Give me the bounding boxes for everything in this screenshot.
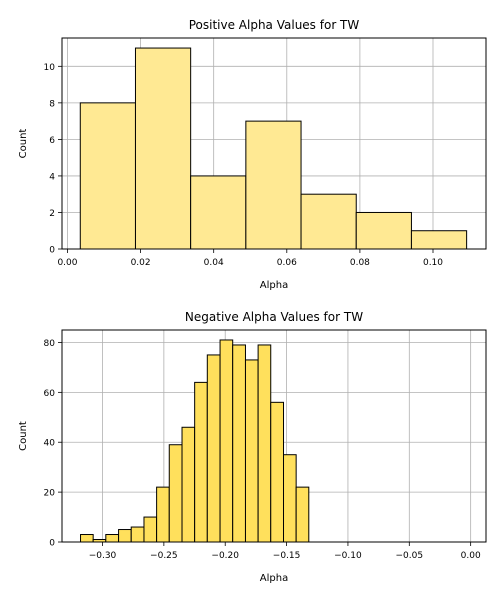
x-ticks: −0.30 −0.25 −0.20 −0.15 −0.10 −0.05 0.00 bbox=[89, 542, 481, 561]
y-tick-label: 60 bbox=[44, 389, 56, 399]
y-tick-label: 8 bbox=[49, 99, 55, 109]
histogram-bar bbox=[206, 354, 221, 543]
y-tick-label: 80 bbox=[44, 339, 56, 349]
y-tick-label: 10 bbox=[44, 63, 56, 73]
histogram-bar bbox=[168, 444, 183, 543]
x-tick-label: 0.00 bbox=[461, 551, 481, 561]
x-ticks: 0.00 0.02 0.04 0.06 0.08 0.10 bbox=[57, 249, 443, 268]
histogram-bar bbox=[79, 102, 136, 250]
y-tick-label: 0 bbox=[49, 539, 55, 549]
y-ticks: 0 20 40 60 80 bbox=[44, 339, 62, 549]
histogram-bar bbox=[300, 193, 357, 250]
x-tick-label: 0.00 bbox=[57, 258, 77, 268]
y-tick-label: 0 bbox=[49, 246, 55, 256]
x-tick-label: −0.15 bbox=[273, 551, 301, 561]
histogram-bar bbox=[156, 486, 170, 543]
y-tick-label: 20 bbox=[44, 489, 56, 499]
bars bbox=[80, 339, 310, 543]
x-tick-label: 0.08 bbox=[350, 258, 370, 268]
histogram-bar bbox=[245, 120, 302, 250]
y-axis-label: Count bbox=[18, 129, 29, 159]
histogram-bar bbox=[194, 381, 208, 543]
histogram-bar bbox=[283, 454, 297, 543]
axes-frame bbox=[61, 329, 487, 543]
x-tick-label: −0.05 bbox=[396, 551, 424, 561]
y-tick-label: 4 bbox=[49, 172, 55, 182]
axes-frame bbox=[61, 37, 487, 250]
chart-title: Negative Alpha Values for TW bbox=[185, 310, 363, 324]
x-tick-label: 0.06 bbox=[277, 258, 297, 268]
x-tick-label: 0.04 bbox=[204, 258, 224, 268]
x-axis-label: Alpha bbox=[260, 573, 288, 584]
histogram-bar bbox=[232, 344, 246, 543]
histogram-bar bbox=[355, 211, 412, 250]
x-tick-label: 0.10 bbox=[423, 258, 443, 268]
x-tick-label: −0.20 bbox=[211, 551, 239, 561]
chart-title: Positive Alpha Values for TW bbox=[189, 18, 360, 32]
histogram-bar bbox=[190, 175, 247, 250]
histogram-bar bbox=[143, 516, 158, 543]
y-axis-label: Count bbox=[18, 421, 29, 451]
histogram-bar bbox=[118, 529, 132, 543]
histogram-bar bbox=[257, 344, 272, 543]
histogram-bar bbox=[105, 534, 120, 543]
x-tick-label: 0.02 bbox=[131, 258, 151, 268]
negative-alpha-histogram: −0.30 −0.25 −0.20 −0.15 −0.10 −0.05 0.00 0 20 40… bbox=[18, 310, 487, 584]
positive-alpha-histogram: 0.00 0.02 0.04 0.06 0.08 0.10 0 2 4 6 8 10 Positiv… bbox=[18, 18, 487, 291]
histogram-bar bbox=[244, 359, 259, 543]
x-tick-label: −0.10 bbox=[334, 551, 362, 561]
histogram-bar bbox=[80, 534, 94, 543]
histogram-bar bbox=[134, 47, 192, 250]
histogram-bar bbox=[270, 401, 285, 543]
y-ticks: 0 2 4 6 8 10 bbox=[44, 63, 62, 256]
bars bbox=[79, 47, 468, 250]
histogram-bar bbox=[219, 339, 234, 543]
x-tick-label: −0.30 bbox=[89, 551, 117, 561]
y-tick-label: 2 bbox=[49, 209, 55, 219]
histogram-bar bbox=[410, 230, 468, 250]
y-tick-label: 40 bbox=[44, 439, 56, 449]
x-tick-label: −0.25 bbox=[150, 551, 178, 561]
y-tick-label: 6 bbox=[49, 136, 55, 146]
x-axis-label: Alpha bbox=[260, 280, 288, 291]
histogram-bar bbox=[295, 486, 310, 543]
histogram-bar bbox=[181, 426, 196, 543]
histogram-bar bbox=[130, 526, 145, 543]
